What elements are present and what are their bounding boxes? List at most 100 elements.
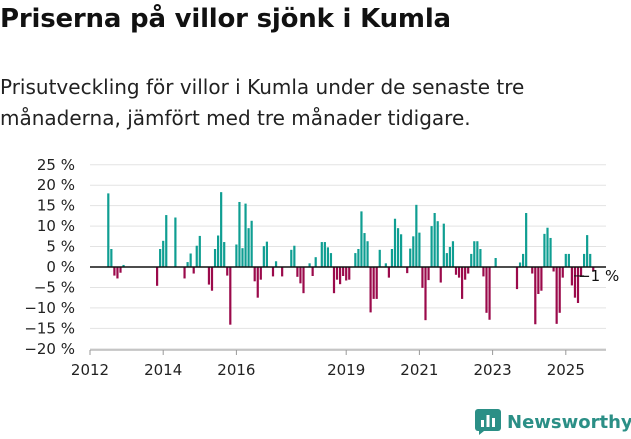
bar [537,267,540,294]
bar [583,253,586,267]
y-tick-label: −5 % [34,278,75,296]
bar [345,267,348,281]
bar [522,253,525,267]
bar [238,201,241,267]
x-tick-label: 2023 [474,361,512,379]
bar-chart-logo-icon [475,409,501,435]
bar [281,267,284,277]
bar [415,204,418,267]
bar [564,253,567,267]
bar [494,258,497,267]
x-tick-label: 2012 [71,361,109,379]
bar [192,267,195,274]
bar [210,267,214,291]
bar [165,215,168,267]
bar [555,267,558,324]
bar [576,267,580,303]
bar-chart: −20 % −15 % −10 % −5 % 0 % 5 % 10 % 15 % 20 % 25 … [24,156,619,379]
bar [406,267,409,274]
bar [579,267,583,277]
bar [241,248,244,267]
bar [360,211,363,267]
bar [375,267,378,299]
bar [314,257,317,267]
bar [107,193,110,267]
bar [567,253,570,267]
bar [332,267,336,294]
bar [229,267,232,325]
bar [384,263,387,267]
bar [451,241,455,267]
bar [226,267,229,276]
bar [515,267,519,290]
bar [159,249,162,267]
bar [445,253,448,267]
bar [311,267,314,276]
bar [195,245,198,267]
bar [467,267,470,274]
bar [220,192,223,267]
bar [116,267,119,279]
bar [207,267,211,285]
bar [561,267,564,278]
bar [250,220,253,267]
bar [326,247,329,267]
bar [174,217,177,267]
bar [412,236,415,267]
bar [549,237,552,267]
bar [421,267,424,288]
bar [592,267,595,272]
bar [213,249,217,267]
chart-subtitle: Prisutveckling för villor i Kumla under … [0,75,525,130]
bar [290,249,293,267]
annotation-label: −1 % [578,267,619,285]
bar [442,223,445,267]
bar [540,267,543,291]
bar [186,262,189,267]
bar [348,267,351,280]
bar [476,241,479,267]
chart-title: Priserna på villor sjönk i Kumla [0,4,451,34]
bar [265,241,268,267]
brand-logo: Newsworthy [475,407,631,437]
bar [433,213,436,267]
bar [198,235,201,267]
bar [357,249,360,267]
bar [518,262,522,267]
bar [122,264,125,267]
bar [427,267,430,281]
x-tick-label: 2021 [400,361,438,379]
bar [323,242,326,267]
bar [586,235,589,267]
bar [113,267,116,276]
bar [156,267,159,286]
bar [396,228,400,267]
bar [299,267,302,284]
bar [189,253,192,267]
bar [329,253,333,267]
bar [162,240,165,267]
bar [454,267,458,275]
bar [409,248,412,267]
bar [119,267,122,273]
bar [473,241,476,267]
y-tick-label: 0 % [46,258,75,276]
bar [342,267,345,276]
bar [183,267,186,279]
bar [235,244,238,267]
x-tick-label: 2025 [547,361,585,379]
bar [302,267,305,294]
bar [418,232,421,267]
bar [372,267,375,299]
bar [387,267,390,278]
bar [479,249,482,267]
bar [546,227,549,267]
bar [354,253,357,267]
y-tick-label: −15 % [24,319,75,337]
bar [110,249,113,267]
bar [253,267,256,282]
bar [464,267,467,280]
bar [461,267,464,299]
bar [531,267,534,274]
bar [570,267,573,286]
